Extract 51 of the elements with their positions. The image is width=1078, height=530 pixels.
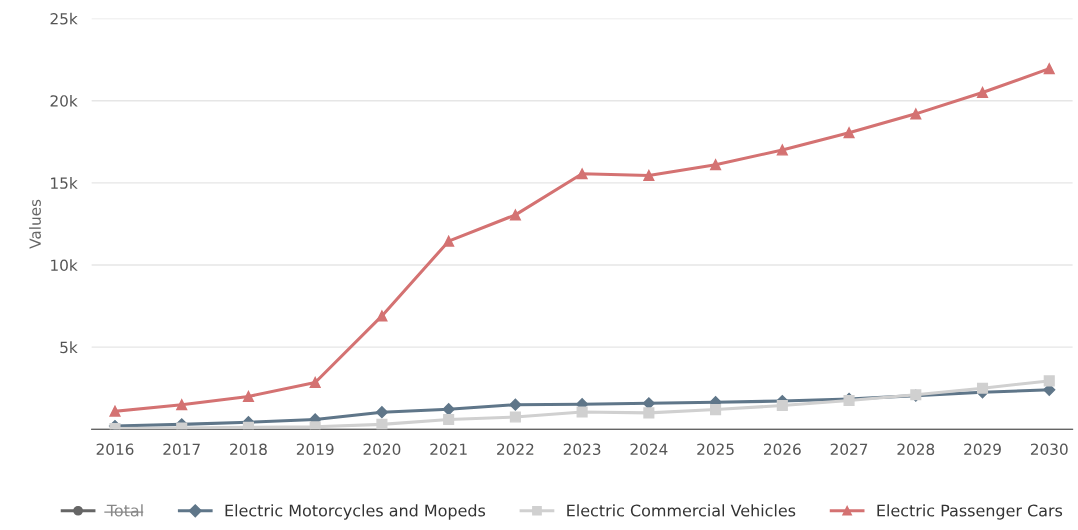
point xyxy=(242,390,255,402)
x-tick-label: 2016 xyxy=(96,443,134,456)
point xyxy=(710,159,722,171)
point xyxy=(509,398,522,411)
point xyxy=(643,407,655,419)
x-tick-label: 2026 xyxy=(764,443,801,456)
x-tick-label: 2027 xyxy=(830,443,868,456)
x-tick-label: 2025 xyxy=(697,443,734,456)
point xyxy=(309,421,321,430)
x-tick-label: 2030 xyxy=(1030,443,1068,456)
legend-label: Electric Passenger Cars xyxy=(877,504,1063,520)
y-tick-label: 10k xyxy=(51,259,78,272)
point xyxy=(576,406,588,418)
x-tick-label: 2018 xyxy=(230,443,267,456)
legend-label: Electric Motorcycles and Mopeds xyxy=(225,504,486,520)
point xyxy=(176,399,188,411)
point xyxy=(643,169,655,182)
point xyxy=(376,310,388,322)
point xyxy=(976,86,989,99)
x-tick-label: 2029 xyxy=(964,443,1001,456)
x-tick-label: 2019 xyxy=(296,443,334,456)
x-tick-label: 2021 xyxy=(430,443,467,456)
y-tick-label: 5k xyxy=(60,341,78,354)
x-tick-label: 2024 xyxy=(630,443,668,456)
point xyxy=(776,399,788,412)
x-tick-label: 2028 xyxy=(897,443,935,456)
x-tick-label: 2020 xyxy=(363,443,401,456)
point xyxy=(976,382,989,394)
point xyxy=(509,209,521,221)
point xyxy=(1043,63,1055,75)
x-tick-label: 2017 xyxy=(163,443,200,456)
point xyxy=(776,144,788,156)
point xyxy=(843,127,855,139)
point xyxy=(109,405,121,417)
point xyxy=(1043,375,1055,387)
point xyxy=(710,404,722,416)
y-tick-label: 15k xyxy=(51,177,78,189)
y-tick-label: 25k xyxy=(50,12,78,25)
point xyxy=(375,406,389,419)
x-tick-label: 2023 xyxy=(563,443,601,456)
legend-label: Electric Commercial Vehicles xyxy=(567,504,796,517)
y-axis-title: Values xyxy=(29,199,41,249)
y-tick-label: 20k xyxy=(50,94,78,107)
point xyxy=(910,108,922,120)
point xyxy=(376,418,388,430)
point xyxy=(509,411,521,423)
x-tick-label: 2022 xyxy=(497,443,534,456)
point xyxy=(576,168,588,180)
point xyxy=(443,413,455,425)
point xyxy=(443,235,455,247)
point xyxy=(309,376,321,389)
